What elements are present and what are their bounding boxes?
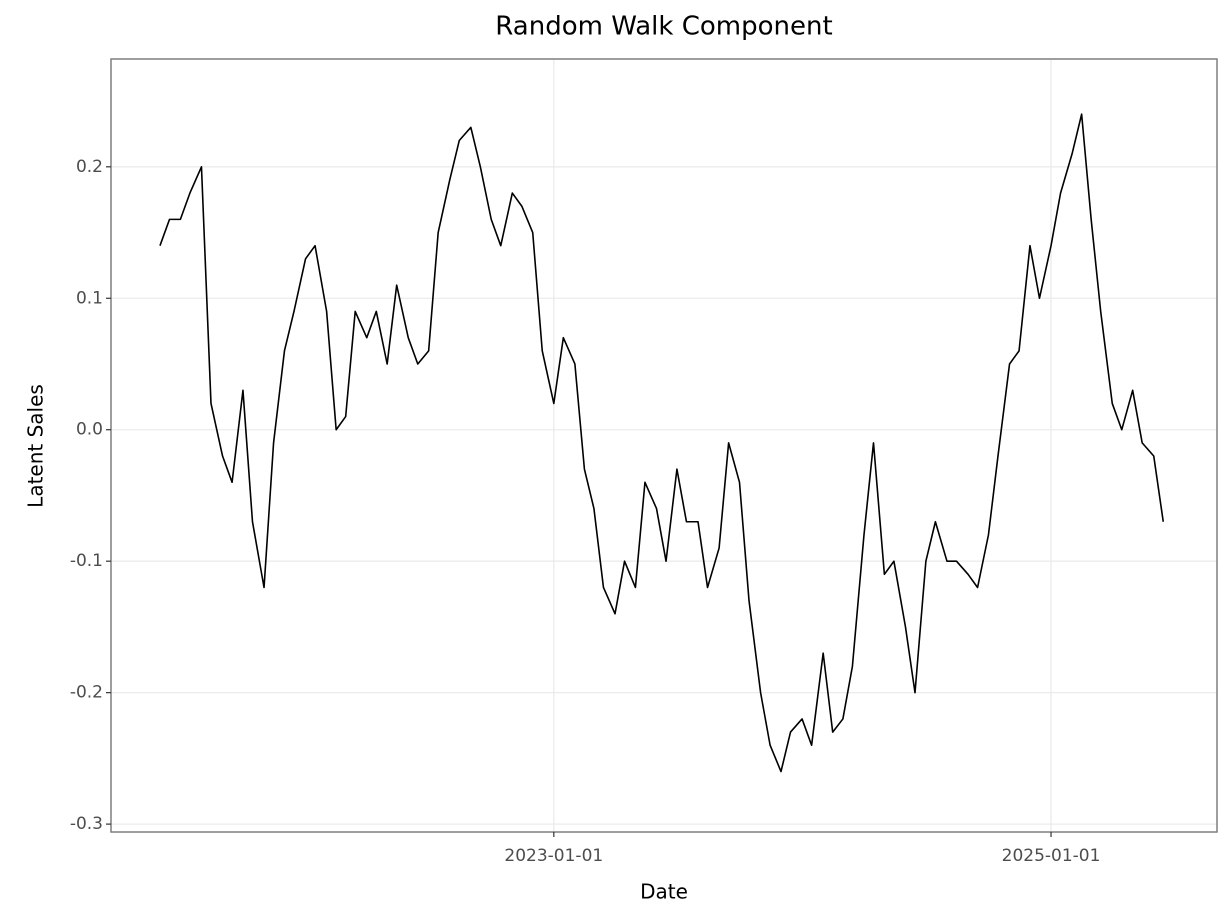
y-tick-label: -0.3 bbox=[70, 814, 103, 834]
x-tick-label: 2025-01-01 bbox=[1002, 846, 1101, 866]
y-tick-label: -0.1 bbox=[70, 551, 103, 571]
chart-title: Random Walk Component bbox=[495, 12, 832, 42]
plot-area bbox=[159, 113, 1165, 773]
data-line bbox=[159, 113, 1165, 773]
y-tick-label: 0.2 bbox=[76, 157, 103, 177]
y-tick-label: -0.2 bbox=[70, 683, 103, 703]
x-tick-label: 2023-01-01 bbox=[504, 846, 603, 866]
panel-border bbox=[110, 58, 1218, 833]
y-axis-title: Latent Sales bbox=[24, 384, 48, 508]
grid bbox=[111, 59, 1217, 832]
y-tick-label: 0.0 bbox=[76, 420, 103, 440]
y-tick-label: 0.1 bbox=[76, 288, 103, 308]
x-axis-title: Date bbox=[640, 880, 688, 904]
